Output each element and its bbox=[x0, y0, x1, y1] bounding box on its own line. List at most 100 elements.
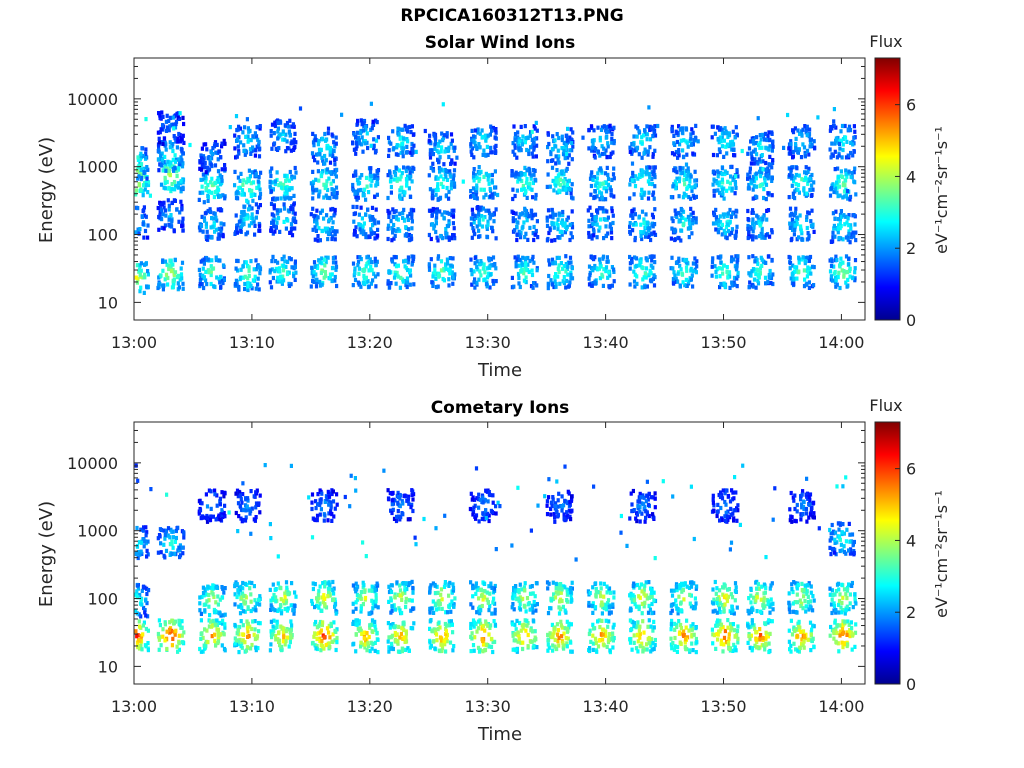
heatmap-cell bbox=[431, 161, 435, 166]
heatmap-cell bbox=[689, 212, 693, 217]
heatmap-cell bbox=[600, 195, 604, 200]
heatmap-cell bbox=[351, 141, 355, 146]
heatmap-cell bbox=[718, 274, 722, 279]
heatmap-cell bbox=[409, 150, 413, 155]
heatmap-cell bbox=[330, 191, 334, 196]
heatmap-cell bbox=[316, 215, 320, 220]
heatmap-cell bbox=[685, 177, 689, 182]
figure-title: RPCICA160312T13.PNG bbox=[400, 6, 624, 26]
heatmap-cell bbox=[590, 148, 594, 153]
heatmap-cell bbox=[311, 278, 315, 284]
heatmap-cell bbox=[210, 176, 214, 181]
heatmap-cell bbox=[203, 627, 207, 632]
heatmap-cell bbox=[428, 148, 432, 153]
heatmap-cell bbox=[271, 197, 275, 202]
heatmap-cell bbox=[469, 189, 473, 194]
heatmap-cell bbox=[393, 233, 397, 238]
heatmap-cell bbox=[273, 217, 277, 222]
heatmap-cell bbox=[565, 224, 569, 229]
heatmap-cell bbox=[453, 184, 457, 189]
heatmap-cell bbox=[223, 503, 227, 508]
heatmap-cell bbox=[318, 601, 322, 606]
heatmap-cell bbox=[511, 210, 515, 215]
heatmap-cell bbox=[838, 217, 842, 222]
heatmap-cell bbox=[201, 190, 205, 195]
heatmap-cell bbox=[369, 227, 373, 232]
heatmap-cell bbox=[633, 238, 637, 243]
heatmap-cell bbox=[758, 221, 762, 226]
heatmap-cell bbox=[170, 164, 174, 169]
heatmap-cell bbox=[609, 230, 614, 235]
heatmap-cell bbox=[135, 640, 140, 645]
heatmap-cell bbox=[557, 188, 561, 193]
heatmap-cell bbox=[173, 187, 177, 192]
heatmap-cell bbox=[273, 625, 277, 630]
heatmap-cell bbox=[390, 259, 395, 264]
heatmap-cell bbox=[249, 221, 254, 226]
heatmap-cell bbox=[363, 139, 367, 144]
heatmap-cell bbox=[135, 583, 140, 588]
heatmap-cell bbox=[199, 276, 203, 281]
heatmap-cell bbox=[214, 517, 218, 522]
heatmap-cell bbox=[366, 207, 370, 212]
heatmap-cell bbox=[515, 257, 519, 262]
heatmap-cell bbox=[328, 227, 332, 232]
heatmap-cell bbox=[550, 207, 554, 213]
heatmap-cell bbox=[610, 132, 614, 137]
heatmap-cell bbox=[178, 139, 183, 144]
heatmap-cell bbox=[833, 141, 837, 146]
heatmap-cell bbox=[177, 166, 181, 171]
heatmap-cell bbox=[685, 140, 689, 145]
heatmap-cell bbox=[597, 266, 601, 271]
heatmap-cell bbox=[166, 168, 170, 173]
heatmap-cell bbox=[407, 186, 411, 191]
heatmap-cell bbox=[243, 286, 247, 292]
heatmap-cell bbox=[513, 132, 518, 137]
heatmap-cell bbox=[648, 175, 652, 180]
heatmap-cell bbox=[205, 504, 210, 509]
heatmap-cell bbox=[165, 179, 169, 185]
heatmap-cell bbox=[141, 208, 145, 214]
heatmap-cell bbox=[289, 628, 293, 633]
heatmap-cell bbox=[255, 125, 259, 130]
heatmap-cell bbox=[163, 175, 167, 180]
heatmap-cell bbox=[268, 169, 272, 174]
heatmap-cell bbox=[628, 231, 632, 236]
heatmap-cell bbox=[171, 157, 175, 162]
heatmap-cell bbox=[534, 196, 538, 201]
heatmap-cell bbox=[289, 230, 293, 235]
heatmap-cell bbox=[355, 234, 359, 239]
heatmap-cell bbox=[164, 162, 168, 167]
heatmap-cell bbox=[403, 279, 407, 284]
heatmap-cell bbox=[650, 170, 654, 175]
heatmap-cell bbox=[644, 212, 648, 217]
heatmap-cell bbox=[235, 230, 239, 235]
heatmap-cell bbox=[156, 536, 160, 541]
heatmap-cell bbox=[593, 221, 598, 226]
heatmap-cell bbox=[470, 152, 474, 157]
heatmap-cell bbox=[484, 192, 488, 197]
heatmap-cell bbox=[204, 492, 208, 497]
heatmap-cell bbox=[630, 141, 634, 147]
heatmap-cell bbox=[793, 227, 797, 232]
heatmap-cell bbox=[271, 254, 275, 259]
heatmap-cell bbox=[758, 169, 762, 174]
heatmap-cell bbox=[403, 190, 407, 195]
heatmap-cell bbox=[732, 280, 736, 285]
heatmap-cell bbox=[176, 273, 180, 278]
heatmap-cell bbox=[848, 240, 852, 245]
heatmap-cell bbox=[143, 228, 148, 234]
heatmap-cell bbox=[487, 265, 491, 270]
heatmap-cell bbox=[803, 170, 807, 175]
heatmap-cell bbox=[176, 139, 180, 144]
heatmap-cell bbox=[238, 490, 242, 495]
heatmap-cell bbox=[246, 496, 250, 501]
heatmap-cell bbox=[223, 586, 227, 591]
heatmap-cell bbox=[792, 276, 796, 281]
heatmap-cell bbox=[139, 285, 143, 290]
heatmap-cell bbox=[388, 171, 392, 176]
heatmap-cell bbox=[279, 132, 283, 137]
heatmap-cell bbox=[364, 125, 368, 130]
heatmap-cell bbox=[202, 257, 206, 262]
heatmap-cell bbox=[317, 147, 322, 152]
